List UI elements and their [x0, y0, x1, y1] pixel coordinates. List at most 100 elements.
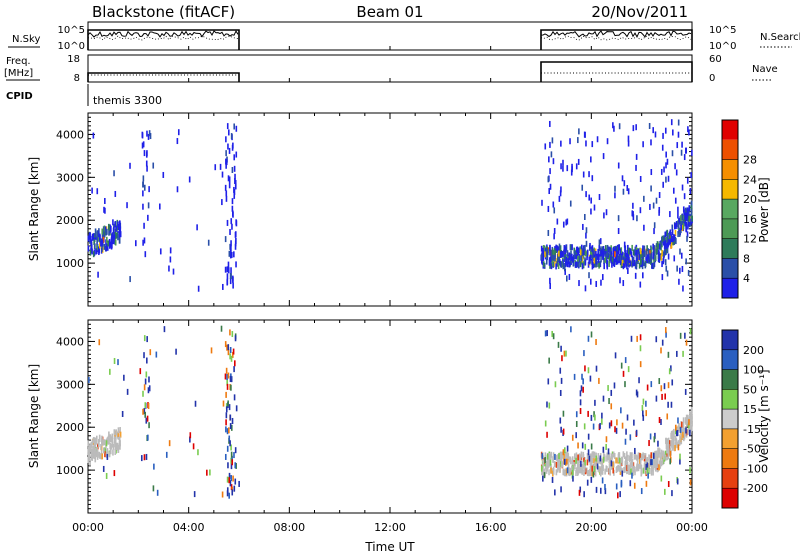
echo-point — [595, 452, 597, 459]
echo-point — [550, 467, 552, 474]
echo-point — [225, 426, 227, 433]
echo-point — [685, 418, 687, 425]
echo-point — [169, 256, 172, 263]
echo-point — [679, 453, 681, 460]
echo-point — [652, 262, 655, 269]
echo-point — [584, 365, 586, 372]
time-axis: 00:00 04:00 08:00 12:00 16:00 20:00 00:00 — [72, 46, 708, 534]
echo-point — [109, 434, 112, 441]
echo-point — [226, 445, 229, 452]
echo-point — [103, 225, 106, 232]
echo-point — [634, 447, 636, 454]
echo-point — [96, 435, 98, 442]
echo-point — [620, 362, 623, 369]
echo-point — [668, 239, 670, 246]
echo-point — [655, 460, 658, 467]
echo-point — [233, 485, 236, 492]
echo-point — [96, 450, 99, 457]
echo-point — [665, 236, 668, 243]
echo-point — [225, 162, 227, 169]
echo-point — [634, 469, 636, 476]
echo-point — [100, 443, 102, 450]
power-colorbar: 4 8 12 16 20 24 28 — [721, 119, 757, 299]
velocity-colorbar: 200 100 50 15 -15 -50 -100 -200 — [721, 329, 768, 509]
nsearch-line — [87, 35, 239, 41]
echo-point — [670, 440, 672, 447]
echo-point — [666, 158, 669, 165]
echo-point — [89, 232, 91, 239]
nsky-traces — [87, 29, 693, 50]
echo-point — [621, 470, 624, 477]
echo-point — [618, 123, 621, 130]
echo-point — [653, 228, 655, 235]
echo-point — [687, 269, 690, 276]
echo-point — [631, 255, 634, 262]
echo-point — [661, 249, 663, 256]
echo-point — [586, 453, 589, 460]
echo-point — [221, 171, 224, 178]
echo-point — [591, 141, 594, 148]
colorbar-segment — [722, 389, 738, 410]
echo-point — [614, 426, 616, 433]
nave-ytick-bottom: 0 — [709, 73, 715, 84]
echo-point — [559, 417, 562, 424]
echo-point — [600, 256, 602, 263]
echo-point — [88, 377, 90, 384]
echo-point — [232, 282, 234, 289]
echo-point — [666, 247, 669, 254]
echo-point — [658, 192, 661, 199]
echo-point — [646, 462, 649, 469]
colorbar-segment — [722, 139, 738, 160]
echo-point — [619, 469, 622, 476]
echo-point — [144, 411, 146, 418]
echo-point — [102, 226, 105, 233]
echo-point — [91, 248, 93, 255]
echo-point — [667, 481, 670, 488]
echo-point — [605, 209, 608, 216]
echo-point — [580, 385, 583, 392]
echo-point — [572, 256, 574, 263]
echo-point — [612, 467, 615, 474]
echo-point — [119, 221, 121, 228]
echo-point — [229, 278, 232, 285]
echo-point — [100, 453, 103, 460]
freq-ytick-bottom: 8 — [74, 73, 80, 84]
echo-point — [628, 261, 630, 268]
echo-point — [148, 376, 150, 383]
echo-point — [635, 454, 638, 461]
echo-point — [101, 228, 104, 235]
echo-point — [566, 261, 569, 268]
colorbar-segment — [722, 120, 738, 140]
echo-point — [613, 261, 616, 268]
echo-point — [627, 464, 629, 471]
echo-point — [606, 452, 608, 459]
echo-point — [626, 250, 628, 257]
echo-point — [603, 212, 605, 219]
echo-point — [575, 457, 577, 464]
echo-point — [118, 436, 121, 443]
echo-point — [87, 235, 90, 242]
echo-point — [673, 238, 676, 245]
echo-point — [590, 156, 592, 163]
echo-point — [165, 451, 168, 458]
echo-point — [686, 235, 688, 242]
echo-point — [671, 224, 674, 231]
echo-point — [601, 477, 604, 484]
echo-point — [593, 457, 595, 464]
echo-point — [147, 133, 150, 140]
echo-point — [642, 414, 645, 421]
power-scatter — [87, 119, 693, 292]
echo-point — [226, 123, 229, 130]
echo-point — [599, 422, 601, 429]
echo-point — [146, 336, 148, 343]
echo-point — [655, 197, 658, 204]
echo-point — [143, 237, 146, 244]
echo-point — [621, 422, 624, 429]
echo-point — [549, 283, 551, 290]
echo-point — [580, 255, 583, 262]
echo-point — [689, 479, 692, 486]
echo-point — [658, 243, 661, 250]
echo-point — [197, 285, 200, 292]
echo-point — [661, 459, 664, 466]
echo-point — [113, 436, 116, 443]
